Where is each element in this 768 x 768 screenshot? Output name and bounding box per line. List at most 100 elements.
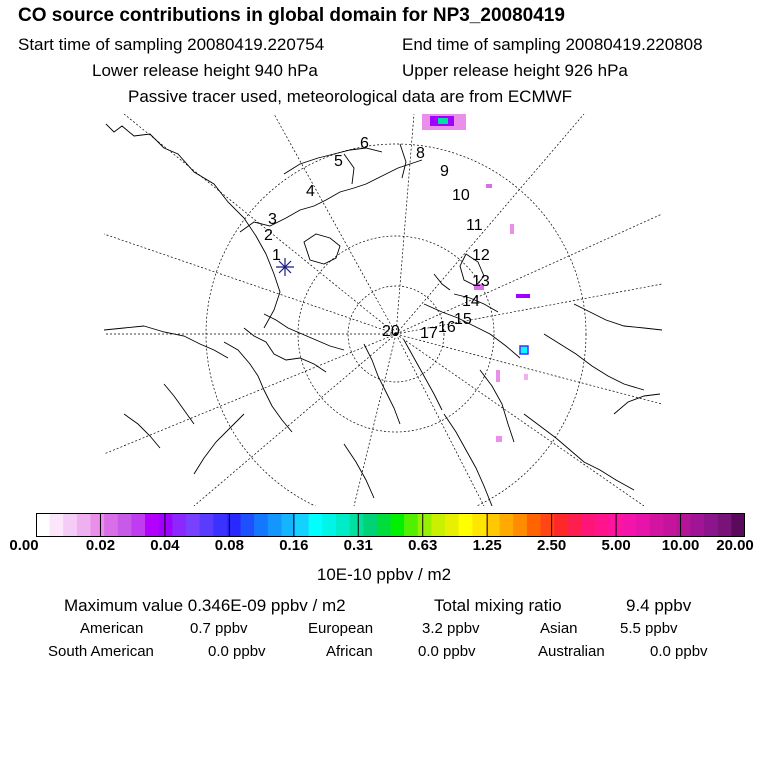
colorbar-tick-label: 0.63 <box>408 537 438 554</box>
colorbar-swatch <box>540 513 555 537</box>
upper-release-label: Upper release height 926 hPa <box>402 61 628 80</box>
colorbar-swatch <box>199 513 214 537</box>
colorbar-tick-label: 1.25 <box>472 537 502 554</box>
colorbar-swatch <box>445 513 460 537</box>
trajectory-day-label: 16 <box>438 319 456 336</box>
colorbar-swatch <box>104 513 119 537</box>
trajectory-day-label: 20 <box>382 323 400 340</box>
max-value-label: Maximum value 0.346E-09 ppbv / m2 <box>64 596 346 615</box>
colorbar-tick-label: 0.00 <box>9 537 39 554</box>
colorbar-swatch <box>499 513 514 537</box>
trajectory-day-label: 11 <box>466 217 483 234</box>
colorbar-swatch <box>117 513 133 537</box>
coastlines <box>104 123 662 506</box>
region-name: American <box>80 620 144 637</box>
colorbar-swatch <box>49 513 64 537</box>
colorbar-tick-label: 2.50 <box>537 537 567 554</box>
total-mixing-label: Total mixing ratio <box>434 596 562 615</box>
colorbar-swatch <box>322 513 337 537</box>
colorbar-tick-label: 0.04 <box>150 537 180 554</box>
colorbar-swatch <box>663 513 678 537</box>
region-name: African <box>326 643 373 660</box>
colorbar-swatch <box>431 513 446 537</box>
colorbar-tick-label: 5.00 <box>601 537 631 554</box>
colorbar-swatch <box>472 513 487 537</box>
region-value: 0.7 ppbv <box>190 620 248 637</box>
colorbar-swatch <box>731 513 745 537</box>
colorbar-swatch <box>581 513 596 537</box>
colorbar-swatch <box>349 513 364 537</box>
colorbar-tick-label: 0.08 <box>214 537 244 554</box>
region-value: 0.0 ppbv <box>650 643 708 660</box>
colorbar-swatch <box>145 513 160 537</box>
colorbar-tick-label: 0.31 <box>343 537 373 554</box>
colorbar-swatch <box>417 513 432 537</box>
trajectory-day-label: 15 <box>454 311 472 328</box>
colorbar-swatch <box>704 513 719 537</box>
colorbar-frame <box>36 513 745 537</box>
meridian-lines <box>104 114 662 506</box>
trajectory-day-label: 17 <box>420 325 438 342</box>
colorbar-swatch <box>513 513 528 537</box>
colorbar-swatch <box>690 513 705 537</box>
colorbar-swatch <box>254 513 269 537</box>
end-time-label: End time of sampling 20080419.220808 <box>402 35 703 54</box>
colorbar-swatch <box>36 513 51 537</box>
region-value: 5.5 ppbv <box>620 620 678 637</box>
trajectory-day-label: 5 <box>334 153 343 170</box>
colorbar-swatch <box>226 513 242 537</box>
region-name: Australian <box>538 643 605 660</box>
trajectory-day-label: 10 <box>452 187 470 204</box>
colorbar-swatch <box>554 513 569 537</box>
colorbar-swatch <box>635 513 651 537</box>
colorbar-swatch <box>240 513 255 537</box>
tracer-note: Passive tracer used, meteorological data… <box>128 87 573 106</box>
colorbar-swatch <box>717 513 732 537</box>
trajectory-day-label: 2 <box>264 227 273 244</box>
colorbar-swatch <box>295 513 310 537</box>
trajectory-day-label: 12 <box>472 247 490 264</box>
colorbar-swatch <box>63 513 78 537</box>
colorbar-swatch <box>526 513 542 537</box>
colorbar-swatch <box>158 513 173 537</box>
region-value: 0.0 ppbv <box>418 643 476 660</box>
region-value: 0.0 ppbv <box>208 643 266 660</box>
colorbar-swatch <box>485 513 501 537</box>
colorbar-swatch <box>567 513 582 537</box>
trajectory-day-label: 6 <box>360 135 369 152</box>
trajectory-day-label: 14 <box>462 293 480 310</box>
trajectory-day-label: 4 <box>306 183 315 200</box>
colorbar-swatch <box>458 513 473 537</box>
colorbar-tick-label: 10.00 <box>661 537 700 554</box>
colorbar-swatch <box>267 513 283 537</box>
colorbar-swatch <box>595 513 610 537</box>
colorbar-swatch <box>281 513 296 537</box>
page-title: CO source contributions in global domain… <box>18 5 565 26</box>
colorbar-swatch <box>335 513 351 537</box>
colorbar-swatch <box>622 513 637 537</box>
colorbar-swatch <box>172 513 187 537</box>
colorbar-tick-label: 0.02 <box>85 537 116 554</box>
region-name: European <box>308 620 374 637</box>
trajectory-day-label: 9 <box>440 163 449 180</box>
region-name: Asian <box>540 620 578 637</box>
start-time-label: Start time of sampling 20080419.220754 <box>18 35 325 54</box>
trajectory-day-label: 13 <box>472 273 490 290</box>
colorbar <box>36 513 745 537</box>
colorbar-swatch <box>404 513 419 537</box>
colorbar-swatch <box>90 513 105 537</box>
colorbar-swatch <box>363 513 378 537</box>
colorbar-swatch <box>213 513 228 537</box>
colorbar-swatch <box>76 513 92 537</box>
trajectory-day-label: 1 <box>272 247 281 264</box>
colorbar-units: 10E-10 ppbv / m2 <box>316 565 452 584</box>
colorbar-swatch <box>649 513 664 537</box>
region-name: South American <box>48 643 154 660</box>
trajectory-day-label: 3 <box>268 211 277 228</box>
region-value: 3.2 ppbv <box>422 620 480 637</box>
release-location-marker <box>276 258 294 276</box>
colorbar-swatch <box>131 513 146 537</box>
colorbar-swatch <box>185 513 201 537</box>
